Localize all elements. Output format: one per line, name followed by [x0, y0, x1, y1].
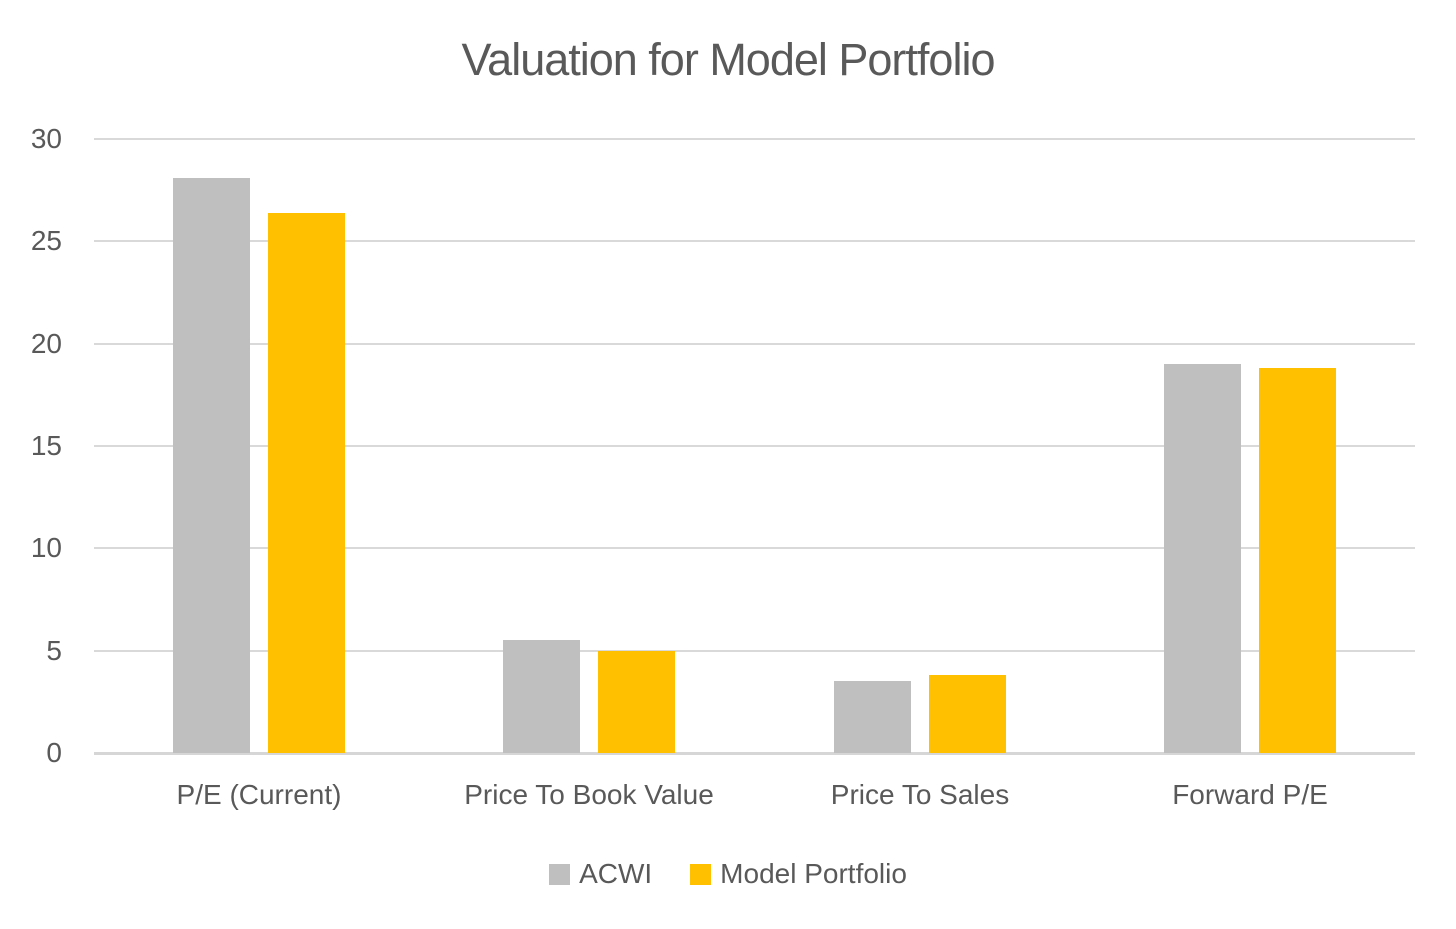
x-category-label-price-to-book-value: Price To Book Value [464, 779, 714, 810]
gridline-10 [94, 547, 1415, 549]
legend-swatch-acwi [549, 863, 571, 885]
bar-acwi-forward-p-e [1164, 364, 1241, 753]
plot-area [94, 138, 1415, 755]
y-tick-label-30: 30 [30, 123, 62, 154]
x-category-label-p-e-current: P/E (Current) [176, 779, 342, 810]
x-axis-line [94, 752, 1415, 755]
y-tick-label-25: 25 [30, 225, 62, 256]
bar-model-portfolio-price-to-book-value [598, 651, 675, 753]
gridline-20 [94, 343, 1415, 345]
y-tick-label-15: 15 [30, 430, 62, 461]
legend-label-model-portfolio: Model Portfolio [720, 858, 907, 889]
x-category-label-price-to-sales: Price To Sales [830, 779, 1010, 810]
legend-swatch-model-portfolio [690, 863, 712, 885]
y-tick-label-0: 0 [46, 737, 62, 768]
gridline-25 [94, 240, 1415, 242]
bar-model-portfolio-price-to-sales [929, 675, 1006, 753]
legend: ACWI Model Portfolio [0, 858, 1456, 890]
bar-acwi-price-to-sales [834, 681, 911, 753]
gridline-30 [94, 138, 1415, 140]
gridline-5 [94, 650, 1415, 652]
legend-label-acwi: ACWI [579, 858, 653, 889]
x-axis: P/E (Current) Price To Book Value Price To… [94, 779, 1415, 823]
y-tick-label-20: 20 [30, 328, 62, 359]
y-axis: 0 5 10 15 20 25 30 [0, 123, 62, 768]
bar-model-portfolio-p-e-current [268, 213, 345, 753]
legend-item-acwi: ACWI [549, 858, 652, 890]
bar-acwi-price-to-book-value [503, 640, 580, 753]
gridline-15 [94, 445, 1415, 447]
chart-title: Valuation for Model Portfolio [461, 34, 996, 85]
legend-item-model-portfolio: Model Portfolio [690, 858, 907, 890]
x-category-label-forward-p-e: Forward P/E [1172, 779, 1328, 810]
y-tick-label-10: 10 [30, 532, 62, 563]
bar-acwi-p-e-current [173, 178, 250, 753]
y-tick-label-5: 5 [46, 635, 62, 666]
bar-model-portfolio-forward-p-e [1259, 368, 1336, 753]
